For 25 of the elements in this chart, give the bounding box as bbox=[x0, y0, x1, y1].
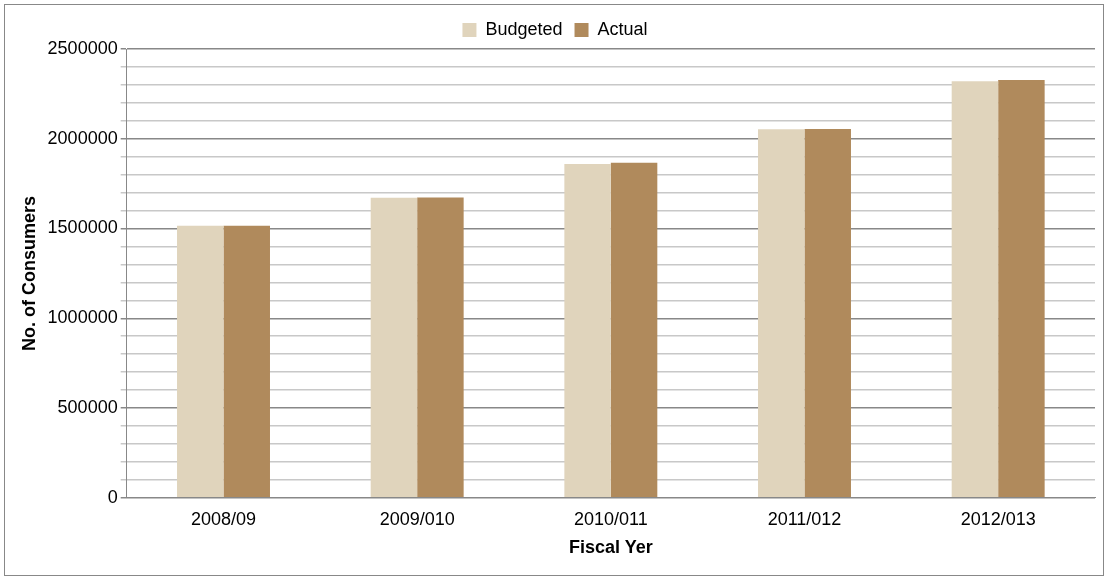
bar bbox=[610, 162, 658, 498]
y-tick-label: 0 bbox=[107, 486, 118, 507]
bar bbox=[951, 81, 999, 498]
y-axis-title: No. of Consumers bbox=[18, 195, 39, 351]
y-tick-label: 1000000 bbox=[47, 307, 118, 328]
bar bbox=[370, 197, 418, 498]
x-tick-label: 2009/010 bbox=[379, 508, 455, 529]
y-tick-label: 2000000 bbox=[47, 127, 118, 148]
y-tick-label: 2500000 bbox=[47, 37, 118, 58]
y-tick-label: 500000 bbox=[57, 397, 118, 418]
x-tick-label: 2010/011 bbox=[573, 508, 648, 529]
bar bbox=[804, 128, 851, 498]
x-tick-label: 2011/012 bbox=[767, 508, 842, 529]
legend-label: Actual bbox=[597, 18, 648, 39]
bar bbox=[177, 225, 224, 498]
bar bbox=[564, 164, 611, 498]
bar bbox=[417, 197, 464, 498]
bar bbox=[758, 129, 805, 498]
x-tick-label: 2012/013 bbox=[960, 508, 1036, 529]
legend-label: Budgeted bbox=[485, 18, 563, 39]
bar bbox=[998, 80, 1045, 498]
bar bbox=[223, 225, 270, 498]
y-tick-label: 1500000 bbox=[47, 217, 118, 238]
x-axis-title: Fiscal Yer bbox=[568, 537, 653, 558]
x-tick-label: 2008/09 bbox=[190, 508, 257, 529]
